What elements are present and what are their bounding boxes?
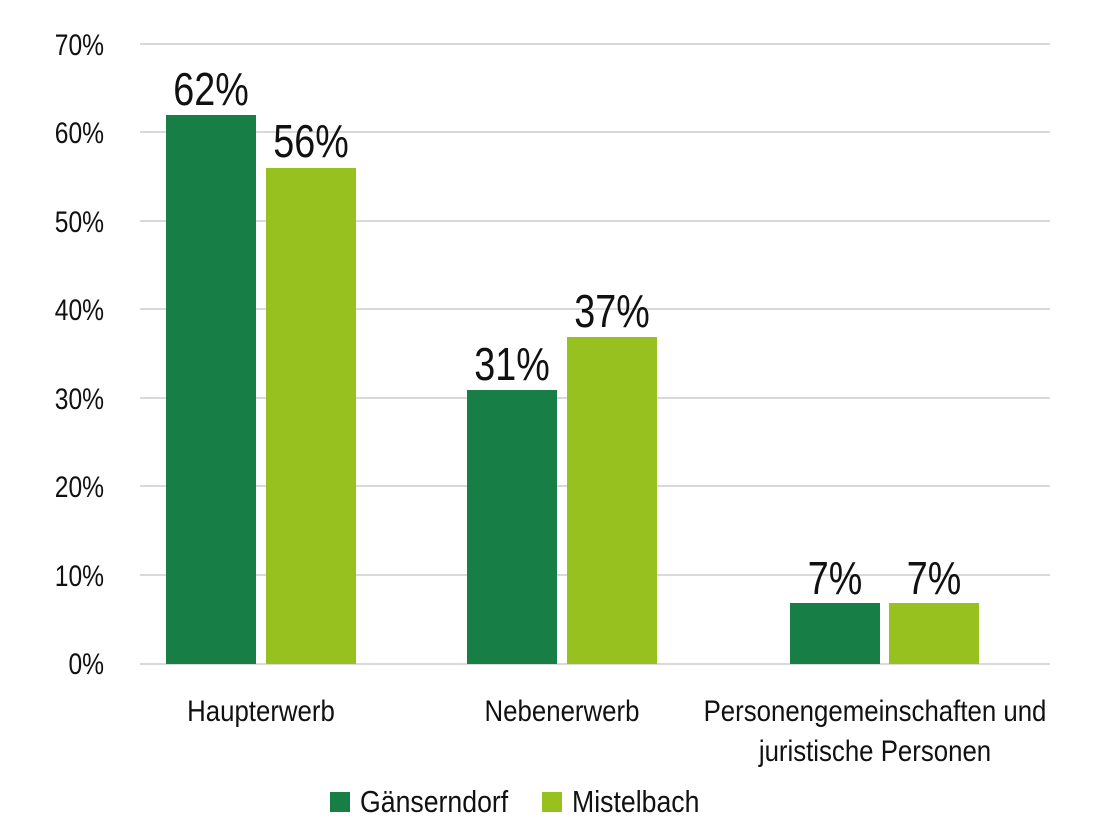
bar-nebenerwerb-mistelbach: [567, 337, 657, 664]
y-tick-30: 30%: [54, 383, 104, 416]
legend-label-gaenserndorf: Gänserndorf: [360, 784, 509, 819]
gridline-40: [140, 308, 1050, 310]
legend: Gänserndorf Mistelbach: [330, 784, 769, 820]
bar-haupterwerb-mistelbach: [266, 168, 356, 664]
y-tick-40: 40%: [54, 294, 104, 327]
category-label-nebenerwerb: Nebenerwerb: [484, 695, 640, 728]
category-label-personen-line1: Personengemeinschaften und: [703, 695, 1047, 728]
gridline-60: [140, 131, 1050, 133]
legend-swatch-mistelbach: [542, 792, 563, 812]
gridline-70: [140, 43, 1050, 45]
y-tick-60: 60%: [54, 117, 104, 150]
category-label-haupterwerb: Haupterwerb: [187, 695, 335, 728]
value-label-personen-gaenserndorf: 7%: [807, 552, 863, 604]
y-tick-50: 50%: [54, 206, 104, 239]
legend-item-mistelbach: Mistelbach: [542, 784, 720, 820]
x-axis-line: [140, 663, 1050, 665]
y-tick-10: 10%: [54, 560, 104, 593]
y-tick-0: 0%: [68, 648, 104, 681]
value-label-haupterwerb-gaenserndorf: 62%: [173, 63, 249, 115]
y-tick-20: 20%: [54, 471, 104, 504]
bar-haupterwerb-gaenserndorf: [166, 115, 256, 664]
y-tick-70: 70%: [54, 29, 104, 62]
legend-label-mistelbach: Mistelbach: [572, 784, 700, 819]
value-label-haupterwerb-mistelbach: 56%: [273, 115, 349, 167]
value-label-nebenerwerb-mistelbach: 37%: [574, 285, 650, 337]
bar-personen-gaenserndorf: [790, 603, 880, 664]
bar-nebenerwerb-gaenserndorf: [467, 390, 557, 664]
legend-swatch-gaenserndorf: [330, 792, 350, 812]
value-label-personen-mistelbach: 7%: [906, 552, 962, 604]
value-label-nebenerwerb-gaenserndorf: 31%: [474, 338, 550, 390]
gridline-50: [140, 220, 1050, 222]
legend-item-gaenserndorf: Gänserndorf: [330, 784, 532, 820]
category-label-personen-line2: juristische Personen: [758, 735, 992, 768]
bar-personen-mistelbach: [889, 603, 979, 664]
